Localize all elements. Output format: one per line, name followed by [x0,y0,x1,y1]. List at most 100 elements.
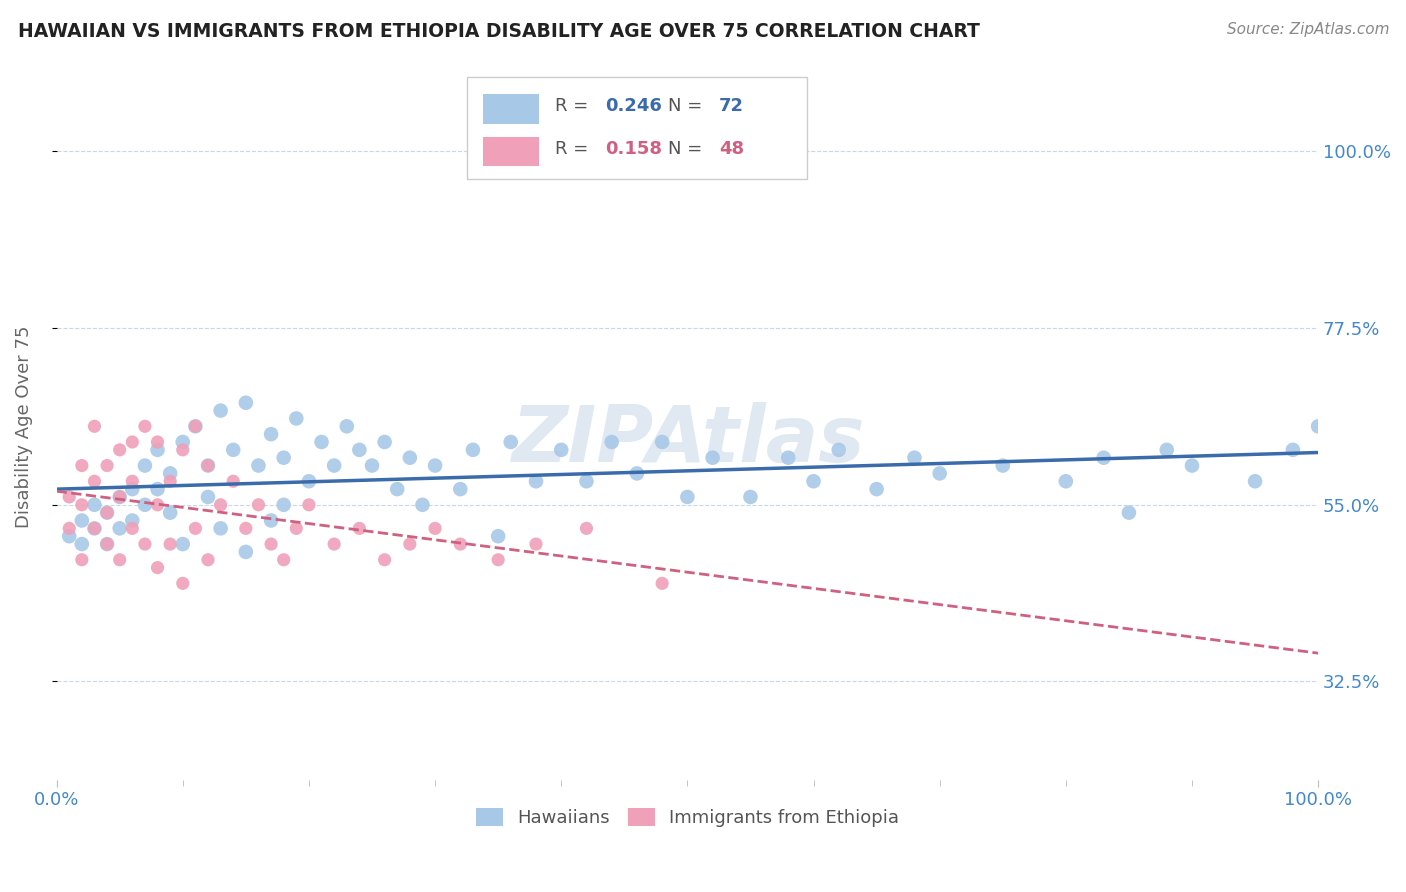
Point [260,427,283,442]
Point [828,442,851,457]
Point [184,419,207,434]
Point [423,521,446,535]
Point [1181,458,1204,473]
Point [83,521,105,535]
Point [184,419,207,434]
Point [83,419,105,434]
Point [197,490,219,504]
Point [298,475,321,489]
Point [651,435,673,450]
Point [159,475,181,489]
FancyBboxPatch shape [467,77,807,179]
Point [803,475,825,489]
Point [374,435,396,450]
Point [235,396,257,410]
Point [550,442,572,457]
Point [70,553,93,567]
Point [600,435,623,450]
Point [222,475,245,489]
Point [298,498,321,512]
Text: R =: R = [555,97,593,115]
Point [235,521,257,535]
Point [146,482,169,496]
Point [121,514,143,528]
Point [209,521,232,535]
Point [70,458,93,473]
FancyBboxPatch shape [484,136,538,166]
Point [96,537,118,551]
Point [159,467,181,481]
Point [260,514,283,528]
Point [172,435,194,450]
Point [575,521,598,535]
Point [159,537,181,551]
Point [349,442,371,457]
Point [1308,419,1330,434]
Point [486,553,509,567]
Point [865,482,887,496]
FancyBboxPatch shape [484,95,538,124]
Point [70,498,93,512]
Point [58,529,80,543]
Point [349,521,371,535]
Point [108,490,131,504]
Point [222,442,245,457]
Point [108,521,131,535]
Point [159,506,181,520]
Point [398,450,420,465]
Text: 0.246: 0.246 [606,97,662,115]
Point [108,490,131,504]
Point [96,458,118,473]
Point [336,419,359,434]
Point [172,442,194,457]
Point [184,521,207,535]
Point [70,514,93,528]
Point [235,545,257,559]
Point [134,498,156,512]
Point [108,442,131,457]
Point [83,475,105,489]
Point [121,482,143,496]
Point [524,537,547,551]
Point [134,458,156,473]
Point [83,498,105,512]
Text: N =: N = [668,97,709,115]
Point [96,506,118,520]
Legend: Hawaiians, Immigrants from Ethiopia: Hawaiians, Immigrants from Ethiopia [468,800,907,834]
Point [499,435,522,450]
Point [374,553,396,567]
Point [449,482,471,496]
Point [247,498,270,512]
Point [1282,442,1305,457]
Point [260,537,283,551]
Text: 0.158: 0.158 [606,140,662,158]
Point [311,435,333,450]
Point [1092,450,1115,465]
Point [146,435,169,450]
Point [209,403,232,417]
Point [423,458,446,473]
Point [778,450,800,465]
Point [197,458,219,473]
Point [83,521,105,535]
Text: R =: R = [555,140,593,158]
Text: ZIPAtlas: ZIPAtlas [510,402,865,478]
Point [96,506,118,520]
Point [1118,506,1140,520]
Text: Source: ZipAtlas.com: Source: ZipAtlas.com [1226,22,1389,37]
Point [991,458,1014,473]
Point [486,529,509,543]
Point [121,435,143,450]
Point [108,553,131,567]
Point [1054,475,1077,489]
Point [58,521,80,535]
Point [449,537,471,551]
Point [134,537,156,551]
Point [740,490,762,504]
Point [928,467,950,481]
Point [411,498,433,512]
Text: HAWAIIAN VS IMMIGRANTS FROM ETHIOPIA DISABILITY AGE OVER 75 CORRELATION CHART: HAWAIIAN VS IMMIGRANTS FROM ETHIOPIA DIS… [18,22,980,41]
Point [96,537,118,551]
Text: 48: 48 [718,140,744,158]
Point [285,411,308,425]
